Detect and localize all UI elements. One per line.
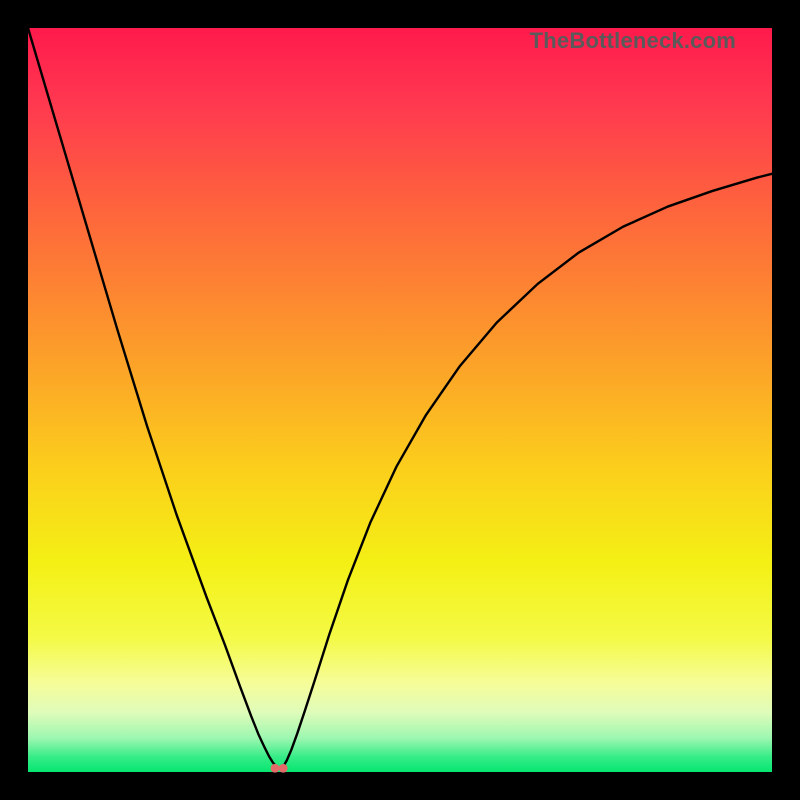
- plot-area: [28, 28, 772, 772]
- chart-frame: TheBottleneck.com: [0, 0, 800, 800]
- watermark-text: TheBottleneck.com: [530, 28, 736, 54]
- min-marker-dot: [279, 764, 288, 773]
- min-marker-dot: [271, 764, 280, 773]
- chart-svg: [28, 28, 772, 772]
